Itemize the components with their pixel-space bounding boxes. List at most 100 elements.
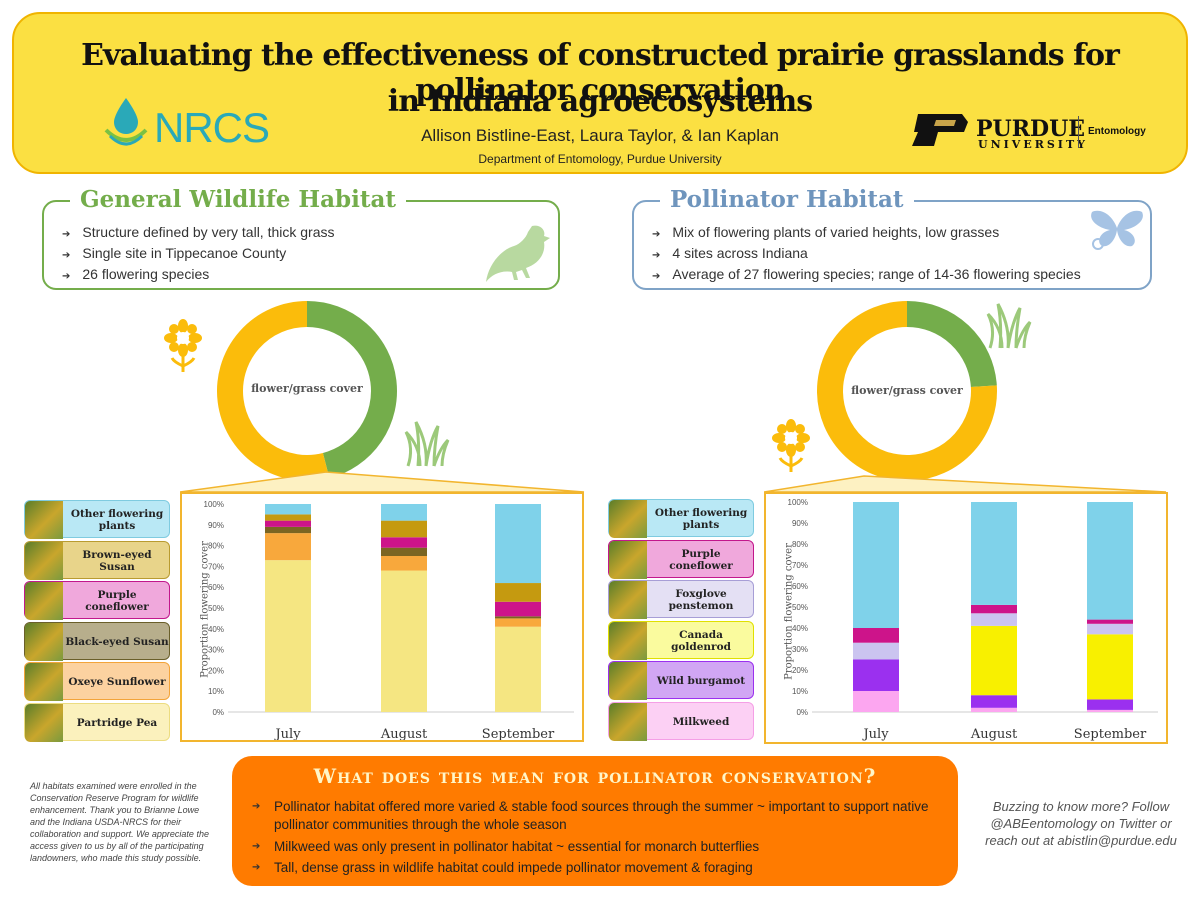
- butterfly-icon: [1091, 210, 1143, 250]
- x-tick-label: July: [861, 727, 889, 742]
- wildlife-bar-plot: 0% 10% 20% 30% 40% 50% 60% 70% 80% 90% 100% July Aug…: [204, 500, 574, 740]
- pollinator-bar-chart: Proportion flowering cover 0% 10% 20% 30% 40…: [764, 492, 1168, 744]
- bar-segment: [265, 526, 311, 534]
- bar-segment: [265, 560, 311, 712]
- arrow-icon: ➔: [252, 841, 261, 852]
- nrcs-water-drop-icon: [104, 98, 148, 146]
- plant-photo-icon: [609, 500, 647, 538]
- bar-segment: [265, 533, 311, 561]
- poster-header: Evaluating the effectiveness of construc…: [12, 12, 1188, 174]
- y-tick-label: 40%: [792, 624, 808, 633]
- legend-label: Purple coneflower: [669, 547, 733, 572]
- legend-label: Wild burgamot: [656, 675, 746, 688]
- x-tick-label: August: [970, 727, 1018, 742]
- conclusion-box: What does this mean for pollinator conse…: [232, 756, 958, 886]
- bar-segment: [971, 502, 1017, 605]
- bar-segment: [1087, 502, 1133, 620]
- conclusion-bullet: ➔ Tall, dense grass in wildlife habitat c…: [252, 860, 753, 875]
- legend-label: Other flowering plants: [654, 507, 748, 531]
- bar-segment: [495, 601, 541, 617]
- legend-label: Canada goldenrod: [671, 628, 731, 653]
- x-tick-label: September: [482, 727, 555, 740]
- bar-segment: [381, 537, 427, 548]
- pollinator-donut-chart: [817, 301, 997, 481]
- plant-photo-icon: [609, 662, 647, 701]
- bar-segment: [971, 604, 1017, 614]
- plant-photo-icon: [609, 581, 647, 620]
- bar-segment: [971, 707, 1017, 712]
- bar-segment: [381, 570, 427, 712]
- plant-photo-icon: [25, 704, 63, 742]
- legend-item: Canada goldenrod: [608, 620, 754, 660]
- legend-label: Milkweed: [672, 716, 730, 728]
- sunflower-icon: [772, 419, 810, 472]
- bar-segment: [853, 659, 899, 691]
- x-tick-label: August: [380, 727, 428, 740]
- bar-segment: [971, 695, 1017, 708]
- y-tick-label: 10%: [208, 687, 224, 696]
- y-tick-label: 30%: [208, 646, 224, 655]
- wildlife-bullet: ➔ Single site in Tippecanoe County: [62, 245, 287, 261]
- y-tick-label: 50%: [208, 604, 224, 613]
- y-tick-label: 10%: [792, 687, 808, 696]
- bar-segment: [1087, 699, 1133, 710]
- arrow-icon: ➔: [652, 271, 661, 282]
- y-tick-label: 90%: [792, 519, 808, 528]
- bar-segment: [381, 520, 427, 538]
- legend-item: Other flowering plants: [24, 500, 170, 539]
- legend-item: Purple coneflower: [608, 539, 754, 579]
- conclusion-bullet: ➔ Pollinator habitat offered more varied …: [252, 799, 929, 832]
- nrcs-logo-text: NRCS: [154, 104, 270, 151]
- plant-photo-icon: [25, 541, 63, 580]
- legend-item: Wild burgamot: [608, 661, 754, 701]
- donut-slice-grass: [906, 301, 997, 388]
- legend-label: Other flowering plants: [70, 508, 164, 532]
- legend-label: Brown-eyed Susan: [82, 548, 152, 573]
- bar-segment: [381, 547, 427, 556]
- bar-segment: [853, 502, 899, 628]
- bar-segment: [381, 504, 427, 521]
- legend-label: Oxeye Sunflower: [68, 676, 166, 689]
- x-tick-label: September: [1074, 727, 1147, 742]
- conclusion-title: What does this mean for pollinator conse…: [313, 764, 877, 788]
- pollinator-bullet: ➔ Mix of flowering plants of varied heigh…: [652, 224, 1000, 240]
- plant-photo-icon: [609, 703, 647, 741]
- legend-item: Oxeye Sunflower: [24, 662, 170, 702]
- y-tick-label: 80%: [792, 540, 808, 549]
- wildlife-bullet: ➔ Structure defined by very tall, thick g…: [62, 224, 335, 240]
- y-tick-label: 100%: [204, 500, 224, 509]
- y-tick-label: 60%: [792, 582, 808, 591]
- legend-item: Purple coneflower: [24, 581, 170, 621]
- bar-segment: [495, 626, 541, 712]
- bar-segment: [495, 616, 541, 619]
- x-tick-label: July: [273, 727, 301, 740]
- bar-segment: [265, 504, 311, 515]
- arrow-icon: ➔: [62, 229, 71, 240]
- wildlife-habitat-box: ➔ Structure defined by very tall, thick g…: [42, 200, 560, 290]
- pollinator-bullet: ➔ 4 sites across Indiana: [652, 245, 808, 261]
- bar-segment: [853, 628, 899, 643]
- y-tick-label: 50%: [792, 603, 808, 612]
- plant-photo-icon: [25, 622, 63, 661]
- grass-icon: [404, 421, 450, 467]
- y-tick-label: 100%: [788, 498, 808, 507]
- y-tick-label: 20%: [208, 666, 224, 675]
- pollinator-habitat-box: ➔ Mix of flowering plants of varied heigh…: [632, 200, 1152, 290]
- y-tick-label: 40%: [208, 625, 224, 634]
- wildlife-donut-chart: [217, 301, 397, 481]
- legend-label: Foxglove penstemon: [668, 588, 734, 613]
- donut-slice-flower: [217, 301, 330, 481]
- bar-segment: [495, 583, 541, 602]
- y-tick-label: 20%: [792, 666, 808, 675]
- pollinator-bullet: ➔ Average of 27 flowering species; range …: [652, 266, 1081, 282]
- bar-segment: [971, 613, 1017, 626]
- bar-segment: [1087, 619, 1133, 624]
- donut-slice-flower: [817, 301, 997, 481]
- arrow-icon: ➔: [652, 229, 661, 240]
- bar-segment: [1087, 634, 1133, 700]
- pollinator-habitat-title: Pollinator Habitat: [660, 186, 914, 213]
- purdue-logo-university: UNIVERSITY: [978, 138, 1088, 151]
- sunflower-icon: [164, 319, 202, 372]
- arrow-icon: ➔: [62, 250, 71, 261]
- bar-segment: [971, 625, 1017, 696]
